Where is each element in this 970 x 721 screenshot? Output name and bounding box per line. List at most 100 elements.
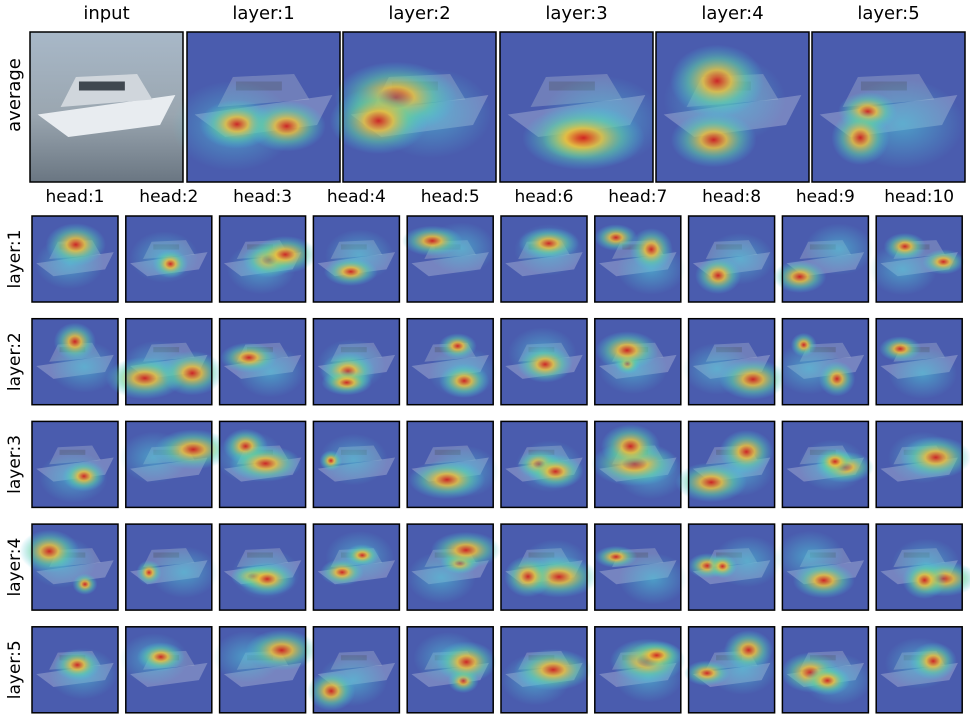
hotspot xyxy=(773,260,827,293)
hotspot xyxy=(408,460,486,500)
frame xyxy=(811,31,966,183)
frame xyxy=(312,215,401,303)
hotspot xyxy=(229,445,302,482)
attention-map xyxy=(594,215,686,303)
attention-map xyxy=(312,420,401,509)
attention-map xyxy=(500,523,599,611)
frame xyxy=(125,420,213,509)
frame xyxy=(500,215,588,303)
frame xyxy=(781,626,870,714)
hotspot xyxy=(45,223,106,267)
attention-map xyxy=(406,317,498,406)
frame xyxy=(218,420,307,509)
frame xyxy=(781,420,870,509)
hotspot xyxy=(902,561,947,600)
column-label: head:10 xyxy=(884,187,954,207)
hotspot xyxy=(53,322,96,361)
column-label: head:4 xyxy=(327,187,386,207)
attention-map xyxy=(406,523,501,611)
hotspot xyxy=(19,529,80,573)
attention-map xyxy=(811,31,966,183)
hotspot xyxy=(900,436,970,479)
frame xyxy=(500,523,588,611)
attention-map xyxy=(218,215,318,303)
hotspot xyxy=(818,361,856,397)
frame xyxy=(687,215,776,303)
frame xyxy=(875,215,963,303)
boat-window xyxy=(78,81,125,91)
frame xyxy=(875,317,963,406)
boat-hull xyxy=(37,95,176,137)
frame xyxy=(31,523,119,611)
hotspot xyxy=(329,87,428,155)
attention-map xyxy=(875,317,963,406)
hotspot xyxy=(522,105,645,171)
hotspot xyxy=(804,665,851,696)
attention-map xyxy=(218,523,307,611)
hotspot xyxy=(319,450,343,472)
hotspot xyxy=(707,554,738,579)
hotspot xyxy=(321,369,373,396)
attention-map xyxy=(312,215,401,303)
hotspot xyxy=(504,555,552,598)
attention-map xyxy=(31,420,119,509)
frame xyxy=(781,317,870,406)
frame xyxy=(875,626,963,714)
attention-map xyxy=(875,523,970,611)
frame xyxy=(499,31,654,183)
hotspot xyxy=(792,562,855,599)
frame xyxy=(218,626,307,714)
attention-map xyxy=(780,626,872,714)
attention-map xyxy=(31,626,119,714)
attention-map xyxy=(31,317,119,406)
attention-map xyxy=(675,420,776,509)
frame xyxy=(594,523,682,611)
hotspot xyxy=(695,256,742,295)
hotspot xyxy=(684,660,730,686)
hotspot xyxy=(790,332,817,357)
row-label: average xyxy=(4,58,25,132)
column-label: layer:4 xyxy=(701,3,763,24)
frame xyxy=(31,215,119,303)
attention-map xyxy=(171,31,341,183)
hotspot xyxy=(719,359,788,400)
attention-map xyxy=(684,626,777,714)
attention-map xyxy=(218,317,307,406)
column-label: input xyxy=(83,3,129,24)
hotspot xyxy=(62,460,106,492)
frame xyxy=(781,215,870,303)
frame xyxy=(406,317,494,406)
attention-map xyxy=(875,420,970,509)
attention-map xyxy=(499,31,664,183)
frame xyxy=(406,626,494,714)
attention-map xyxy=(401,215,496,303)
attention-map xyxy=(775,523,870,611)
hotspot xyxy=(54,649,101,681)
column-label: head:5 xyxy=(421,187,480,207)
attention-map xyxy=(781,420,874,509)
frame xyxy=(312,626,401,714)
hotspot xyxy=(527,454,584,489)
attention-map xyxy=(212,626,318,714)
frame xyxy=(594,317,682,406)
frame xyxy=(687,317,776,406)
hotspot xyxy=(430,531,501,569)
row-label: layer:5 xyxy=(5,640,25,699)
hotspot xyxy=(719,429,774,474)
attention-map xyxy=(125,523,219,611)
attention-map xyxy=(312,523,401,611)
hotspot xyxy=(136,560,162,585)
frame xyxy=(218,317,307,406)
hotspot xyxy=(152,249,189,279)
hotspot xyxy=(401,225,463,257)
attention-map xyxy=(31,215,119,303)
attention-map xyxy=(406,420,500,509)
frame xyxy=(312,523,401,611)
hotspot xyxy=(253,235,318,274)
frame xyxy=(312,420,401,509)
hotspot xyxy=(436,641,497,683)
attention-map xyxy=(119,420,232,509)
hotspot xyxy=(323,257,378,286)
frame xyxy=(687,420,776,509)
